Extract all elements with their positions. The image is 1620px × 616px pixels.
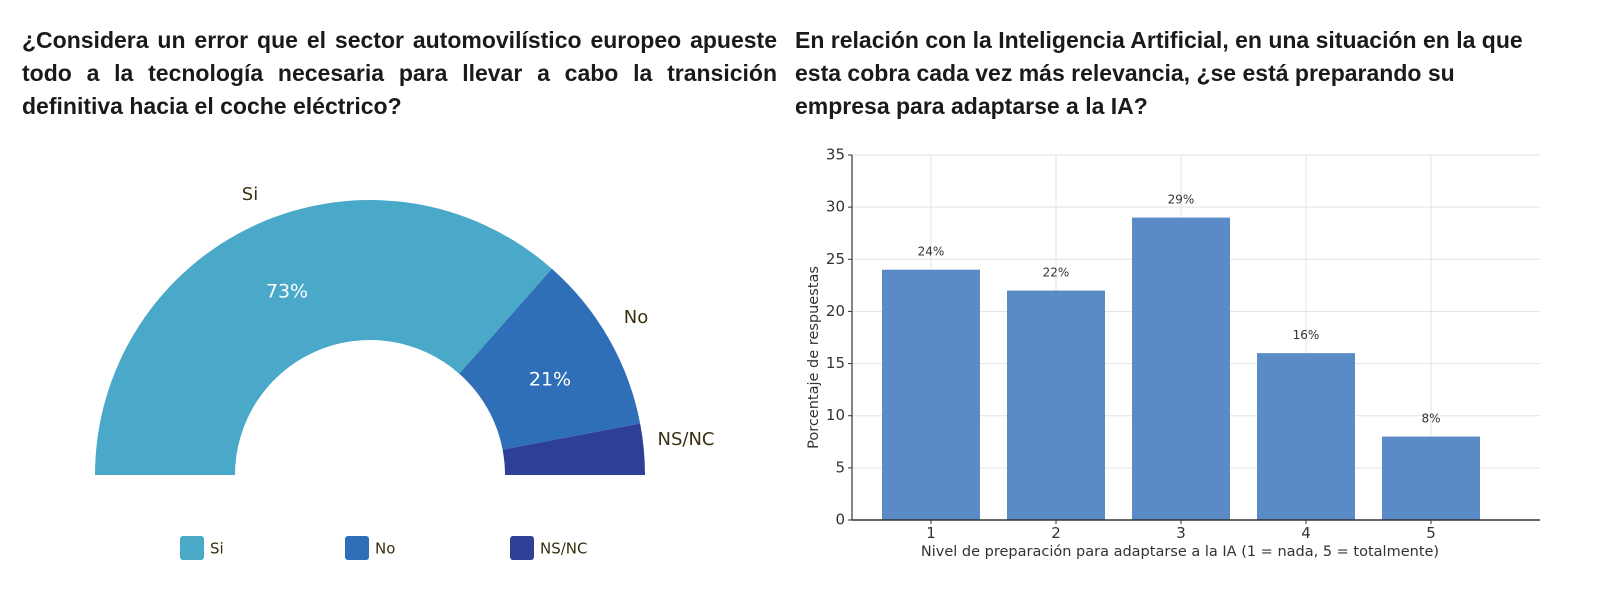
y-tick-label: 0 [835,511,845,529]
y-tick-label: 35 [826,146,845,164]
bar-2 [1007,290,1105,520]
bar-3 [1132,217,1230,521]
y-tick-label: 5 [835,458,845,476]
y-tick-label: 20 [826,302,845,320]
bar-value-label: 29% [1168,193,1195,207]
bar-value-label: 8% [1421,412,1440,426]
question-right: En relación con la Inteligencia Artifici… [795,27,1523,119]
y-tick-label: 15 [826,354,845,372]
donut-category-label: Si [242,184,258,205]
x-tick-label: 5 [1426,524,1436,542]
donut-slice-no [459,268,641,450]
y-tick-label: 25 [826,250,845,268]
legend-label: Si [210,540,224,558]
bar-value-label: 16% [1293,328,1320,342]
bar-4 [1257,353,1355,520]
bar-1 [882,269,980,520]
donut-value-label: 73% [266,281,308,303]
donut-slice-nsnc [502,423,645,475]
legend-label: No [375,540,395,558]
x-tick-label: 2 [1051,524,1061,542]
y-axis-label: Porcentaje de respuestas [806,266,822,449]
legend-swatch [345,536,369,560]
y-tick-label: 10 [826,406,845,424]
x-tick-label: 3 [1176,524,1186,542]
x-tick-label: 1 [926,524,936,542]
bar-value-label: 22% [1043,266,1070,280]
semi-donut-chart: 73% Si 21% No NS/NC Si No NS/NC [95,184,715,560]
legend-swatch [510,536,534,560]
donut-category-label: No [624,307,648,328]
bar-value-label: 24% [918,245,945,259]
donut-slice-si [95,199,552,476]
legend-label: NS/NC [540,540,588,558]
bar-5 [1382,436,1480,520]
y-tick-label: 30 [826,198,845,216]
x-axis-label: Nivel de preparación para adaptarse a la… [921,544,1439,560]
donut-value-label: 21% [529,369,571,391]
question-left: ¿Considera un error que el sector automo… [22,27,777,119]
legend-swatch [180,536,204,560]
x-tick-label: 4 [1301,524,1311,542]
donut-category-label: NS/NC [658,429,715,450]
